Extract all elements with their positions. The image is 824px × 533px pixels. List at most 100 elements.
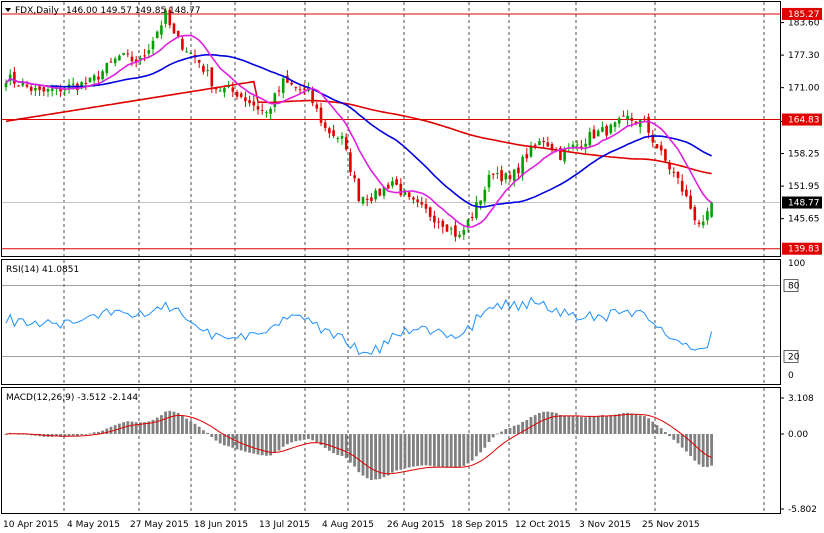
candle-body	[294, 86, 298, 88]
macd-histogram-bar	[538, 412, 541, 434]
candle-body	[197, 60, 201, 63]
price-badge-label: 139.83	[788, 245, 820, 255]
macd-histogram-bar	[458, 434, 461, 468]
dropdown-arrow-icon[interactable]	[5, 8, 11, 12]
ma-mid-line	[5, 53, 712, 208]
candle-body	[601, 127, 604, 132]
macd-histogram-bar	[571, 415, 575, 434]
ohlc-values: 146.00 149.57 149.85 148.77	[66, 6, 201, 16]
candle-body	[668, 162, 671, 170]
candle-body	[483, 189, 487, 202]
macd-histogram-bar	[454, 434, 457, 468]
candle-body	[323, 122, 327, 129]
candle-body	[38, 86, 41, 90]
macd-histogram-bar	[462, 434, 466, 467]
macd-label: MACD(12,26,9) -3.512 -2.144	[6, 393, 138, 403]
candle-body	[659, 145, 663, 151]
macd-histogram-bar	[395, 434, 398, 471]
candle-body	[470, 216, 474, 218]
macd-histogram-bar	[491, 434, 495, 438]
macd-axis-label: 3.108	[788, 394, 814, 404]
macd-histogram-bar	[605, 415, 608, 434]
price-axis-label: 151.95	[788, 182, 820, 192]
macd-histogram-bar	[265, 434, 268, 456]
macd-histogram-bar	[647, 418, 650, 434]
macd-histogram-bar	[638, 415, 642, 434]
macd-histogram-bar	[672, 434, 676, 440]
macd-histogram-bar	[542, 411, 545, 434]
macd-histogram-bar	[689, 434, 692, 456]
candle-body	[105, 62, 109, 74]
macd-histogram-bar	[277, 434, 281, 451]
candle-body	[605, 125, 608, 136]
macd-histogram-bar	[122, 422, 125, 434]
candle-body	[134, 59, 138, 63]
macd-histogram-bar	[655, 425, 659, 434]
candle-body	[130, 56, 134, 62]
macd-histogram-bar	[55, 434, 58, 437]
macd-histogram-bar	[378, 434, 382, 480]
macd-histogram-bar	[273, 434, 277, 453]
candle-body	[647, 117, 650, 133]
macd-histogram-bar	[218, 434, 222, 444]
candle-body	[550, 144, 554, 151]
candle-body	[592, 129, 596, 139]
macd-histogram-bar	[134, 422, 138, 434]
macd-histogram-bar	[693, 434, 697, 461]
macd-histogram-bar	[559, 414, 562, 434]
candle-body	[693, 207, 697, 221]
candle-body	[433, 215, 436, 223]
macd-histogram-bar	[357, 434, 361, 473]
candle-body	[281, 78, 285, 93]
candle-body	[651, 134, 655, 143]
candle-body	[21, 82, 25, 86]
macd-histogram-bar	[437, 434, 440, 467]
candle-body	[680, 180, 684, 192]
candle-body	[706, 211, 709, 221]
candle-body	[525, 154, 529, 159]
macd-histogram-bar	[126, 421, 130, 434]
candle-body	[164, 10, 167, 24]
candle-body	[4, 83, 8, 88]
macd-histogram-bar	[323, 434, 327, 448]
macd-histogram-bar	[386, 434, 390, 476]
time-axis-label: 27 May 2015	[130, 520, 189, 530]
macd-histogram-bar	[651, 421, 655, 434]
macd-histogram-bar	[370, 434, 373, 480]
candle-body	[622, 115, 625, 117]
macd-histogram-bar	[487, 434, 491, 443]
macd-histogram-bar	[445, 434, 449, 468]
candle-body	[92, 75, 96, 81]
candle-body	[626, 115, 629, 120]
candle-body	[88, 77, 92, 83]
macd-histogram-bar	[466, 434, 470, 464]
candle-body	[290, 82, 293, 85]
macd-histogram-bar	[193, 423, 197, 434]
macd-histogram-bar	[382, 434, 386, 478]
candle-body	[571, 144, 575, 148]
macd-histogram-bar	[189, 421, 193, 434]
macd-histogram-bar	[361, 434, 365, 476]
candle-body	[353, 175, 356, 179]
time-axis-label: 25 Nov 2015	[642, 520, 700, 530]
macd-histogram-bar	[500, 431, 503, 434]
candle-body	[71, 83, 75, 85]
macd-histogram-bar	[281, 434, 285, 447]
candle-body	[441, 220, 445, 227]
macd-histogram-bar	[340, 434, 344, 456]
time-axis-label: 18 Jun 2015	[194, 520, 248, 530]
macd-signal-line	[5, 413, 712, 475]
macd-histogram-bar	[155, 417, 159, 434]
candle-body	[378, 188, 382, 196]
macd-histogram-bar	[76, 434, 79, 436]
macd-histogram-bar	[525, 420, 529, 434]
macd-histogram-bar	[441, 434, 445, 468]
candle-body	[428, 207, 432, 217]
price-axis-label: 177.30	[788, 51, 820, 61]
macd-histogram-bar	[349, 434, 352, 463]
macd-histogram-bar	[407, 434, 411, 468]
candle-body	[34, 88, 37, 91]
candle-body	[512, 169, 516, 181]
macd-histogram-bar	[676, 434, 680, 444]
